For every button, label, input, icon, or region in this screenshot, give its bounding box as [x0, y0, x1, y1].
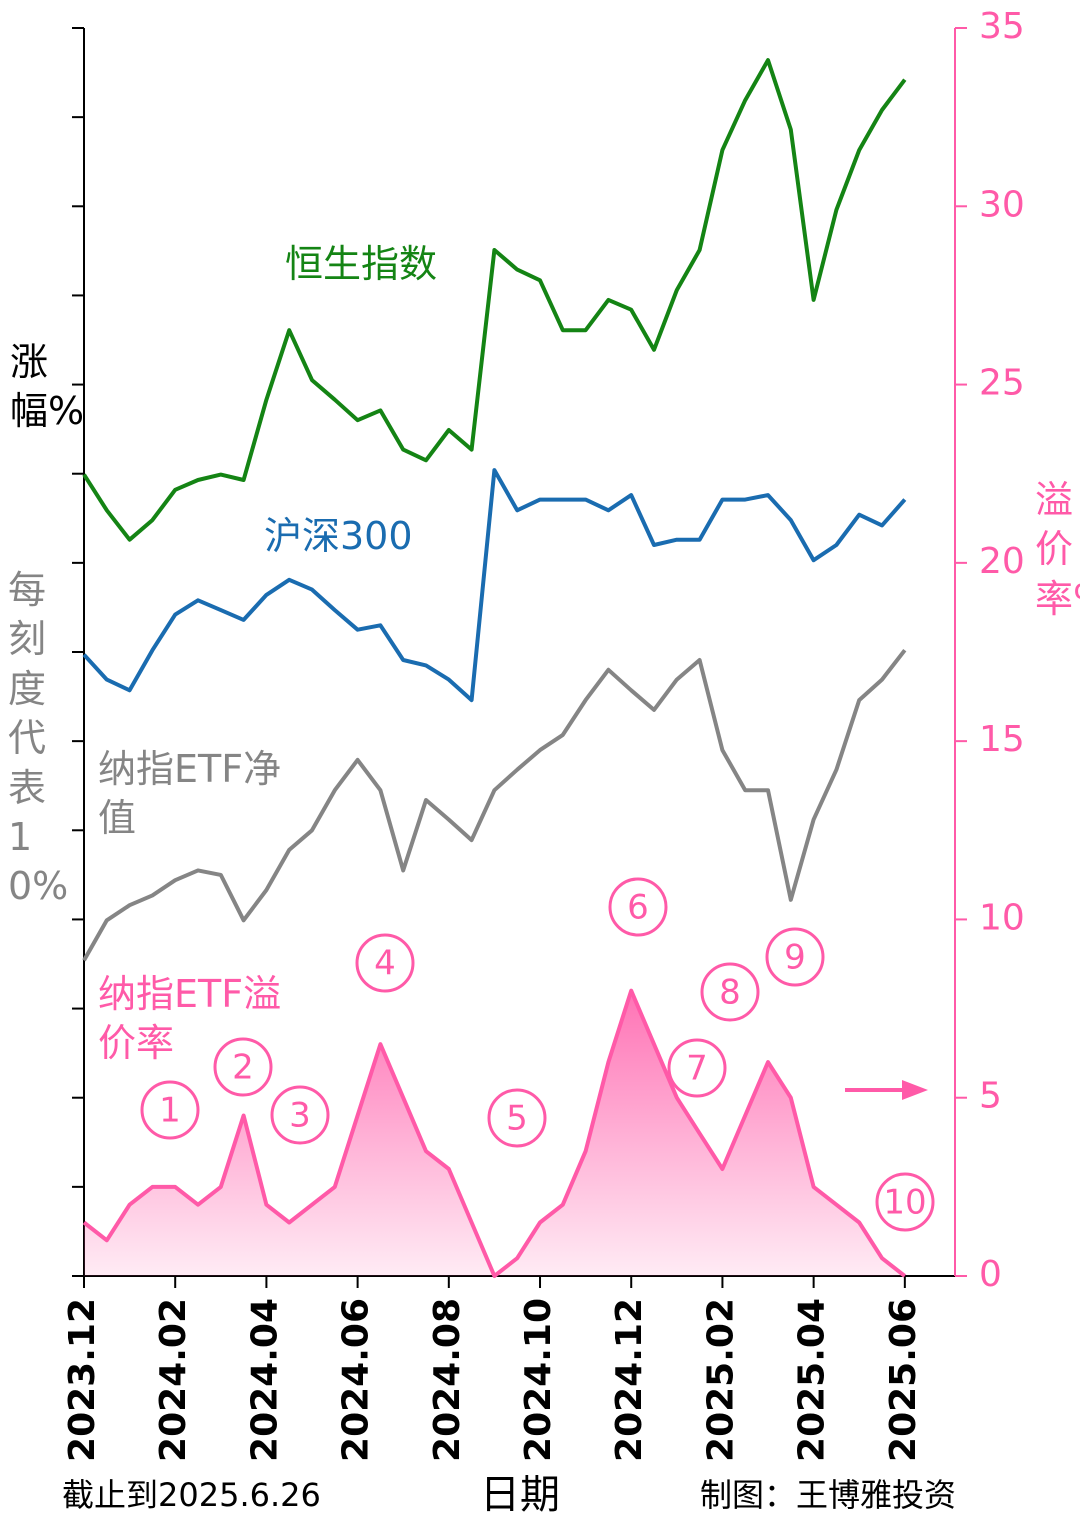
annotation: 6: [627, 888, 649, 928]
annotation: 3: [289, 1096, 311, 1136]
y2-axis-label: 溢价率%: [1035, 478, 1080, 621]
y2-tick-label: 25: [979, 363, 1025, 404]
y2-tick-label: 35: [979, 6, 1025, 47]
y-axis-label: 涨幅%: [10, 340, 85, 434]
annotation-circle: [487, 1088, 547, 1148]
x-axis-label: 日期: [480, 1472, 560, 1518]
annotation-circle: [213, 1037, 273, 1097]
series-label: 纳指ETF溢价率: [98, 972, 282, 1066]
annotation-circle: [270, 1085, 330, 1145]
annotation-circle: [608, 877, 668, 937]
y2-tick-label: 15: [979, 719, 1025, 760]
x-tick-label: 2024.12: [609, 1298, 650, 1462]
credit: 制图：王博雅投资: [700, 1476, 956, 1514]
area-line: [82, 988, 907, 1278]
arrow-head: [902, 1080, 928, 1100]
annotation: 2: [232, 1048, 254, 1088]
series-label: 纳指ETF净值: [98, 747, 282, 841]
x-tick-label: 2025.02: [700, 1298, 741, 1462]
x-tick-label: 2024.10: [518, 1298, 559, 1462]
line: [82, 58, 907, 542]
y-axis-note: 每刻度代表10%: [8, 568, 69, 909]
annotation-circle: [700, 962, 760, 1022]
y2-tick-label: 20: [979, 541, 1025, 582]
x-tick-label: 2024.06: [336, 1298, 377, 1462]
x-tick-label: 2023.12: [62, 1298, 103, 1462]
annotation-circle: [355, 933, 415, 993]
annotation-circle: [875, 1172, 935, 1232]
annotation-circle: [140, 1080, 200, 1140]
annotation: 4: [374, 944, 396, 984]
y2-tick-label: 10: [979, 897, 1025, 938]
annotation: 7: [686, 1049, 708, 1089]
x-tick-label: 2024.04: [244, 1298, 285, 1462]
footnote: 截止到2025.6.26: [62, 1476, 321, 1514]
annotation: 8: [719, 973, 741, 1013]
x-tick-label: 2024.02: [153, 1298, 194, 1462]
line: [82, 648, 907, 962]
line: [82, 468, 907, 703]
series-label: 恒生指数: [285, 242, 438, 286]
y2-tick-label: 0: [979, 1254, 1002, 1295]
x-tick-label: 2025.06: [883, 1298, 924, 1462]
annotation-circle: [765, 927, 825, 987]
y2-tick-label: 30: [979, 184, 1025, 225]
annotation: 9: [784, 938, 806, 978]
series-label: 沪深300: [264, 514, 413, 558]
area-fill: [84, 990, 905, 1276]
x-tick-label: 2025.04: [792, 1298, 833, 1462]
x-tick-label: 2024.08: [427, 1298, 468, 1462]
annotation: 5: [506, 1099, 528, 1139]
y2-tick-label: 5: [979, 1076, 1002, 1117]
annotation: 1: [159, 1091, 181, 1131]
annotation: 10: [883, 1183, 926, 1223]
annotation-circle: [667, 1038, 727, 1098]
